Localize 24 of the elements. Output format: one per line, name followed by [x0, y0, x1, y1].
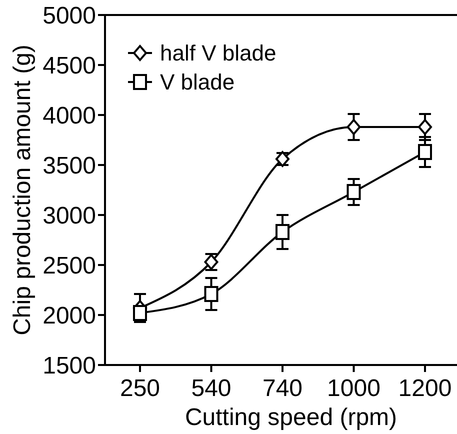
x-axis-title: Cutting speed (rpm): [184, 404, 398, 431]
point: [346, 184, 361, 200]
y-tick-label: 5000: [42, 2, 96, 30]
x-tick-label: 1200: [398, 375, 452, 402]
point: [418, 144, 432, 160]
x-tick-label: 1000: [327, 375, 380, 402]
y-tick-label: 2000: [42, 302, 96, 330]
y-tick-label: 3000: [42, 202, 96, 230]
y-tick-label: 3500: [42, 152, 96, 180]
point: [276, 224, 290, 240]
point: [133, 305, 147, 321]
x-tick-label: 250: [120, 375, 160, 402]
point: [346, 119, 361, 135]
y-tick-label: 2500: [42, 252, 96, 280]
legend-label: half V blade: [160, 40, 276, 66]
y-axis-title: Chip production amount (g): [9, 44, 36, 336]
point: [204, 286, 218, 302]
point: [418, 119, 432, 135]
y-tick-label: 1500: [42, 352, 96, 380]
y-tick-label: 4500: [42, 52, 96, 80]
x-tick-label: 740: [262, 375, 303, 402]
y-tick-label: 4000: [42, 102, 96, 130]
x-tick-label: 540: [191, 375, 232, 402]
legend-label: V blade: [160, 70, 235, 95]
